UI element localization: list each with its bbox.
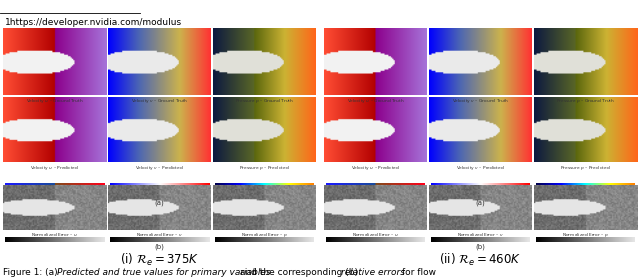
Text: and the corresponding (b): and the corresponding (b) [237, 268, 361, 277]
Text: Velocity $v$ – Ground Truth: Velocity $v$ – Ground Truth [131, 97, 188, 105]
Text: Normalized Error – $v$: Normalized Error – $v$ [457, 231, 504, 238]
Text: Velocity $u$ – Ground Truth: Velocity $u$ – Ground Truth [347, 97, 404, 105]
Text: Pressure $p$ – Predicted: Pressure $p$ – Predicted [560, 164, 611, 172]
Text: Velocity $v$ – Predicted: Velocity $v$ – Predicted [135, 164, 184, 172]
Text: 1https://developer.nvidia.com/modulus: 1https://developer.nvidia.com/modulus [5, 18, 182, 27]
Text: Figure 1: (a): Figure 1: (a) [3, 268, 61, 277]
Text: Velocity $u$ – Predicted: Velocity $u$ – Predicted [30, 164, 79, 172]
Text: Predicted and true values for primary variables: Predicted and true values for primary va… [57, 268, 270, 277]
Text: for flow: for flow [399, 268, 436, 277]
Text: Normalized Error – $u$: Normalized Error – $u$ [352, 231, 399, 238]
Text: Pressure $p$ – Ground Truth: Pressure $p$ – Ground Truth [235, 97, 294, 105]
Text: (b): (b) [476, 243, 485, 249]
Text: (b): (b) [155, 243, 164, 249]
Text: (a): (a) [155, 199, 164, 206]
Text: (ii) $\mathcal{R}_e = 460K$: (ii) $\mathcal{R}_e = 460K$ [439, 252, 522, 268]
Text: Velocity $v$ – Predicted: Velocity $v$ – Predicted [456, 164, 505, 172]
Text: (i) $\mathcal{R}_e = 375K$: (i) $\mathcal{R}_e = 375K$ [120, 252, 199, 268]
Text: Velocity $v$ – Ground Truth: Velocity $v$ – Ground Truth [452, 97, 509, 105]
Text: Velocity $u$ – Predicted: Velocity $u$ – Predicted [351, 164, 400, 172]
Text: (a): (a) [476, 199, 485, 206]
Text: Normalized Error – $p$: Normalized Error – $p$ [241, 231, 288, 239]
Text: Normalized Error – $v$: Normalized Error – $v$ [136, 231, 183, 238]
Text: relative errors: relative errors [341, 268, 405, 277]
Text: Normalized Error – $p$: Normalized Error – $p$ [562, 231, 609, 239]
Text: Pressure $p$ – Predicted: Pressure $p$ – Predicted [239, 164, 290, 172]
Text: Velocity $u$ – Ground Truth: Velocity $u$ – Ground Truth [26, 97, 83, 105]
Text: Pressure $p$ – Ground Truth: Pressure $p$ – Ground Truth [556, 97, 615, 105]
Text: Normalized Error – $u$: Normalized Error – $u$ [31, 231, 78, 238]
